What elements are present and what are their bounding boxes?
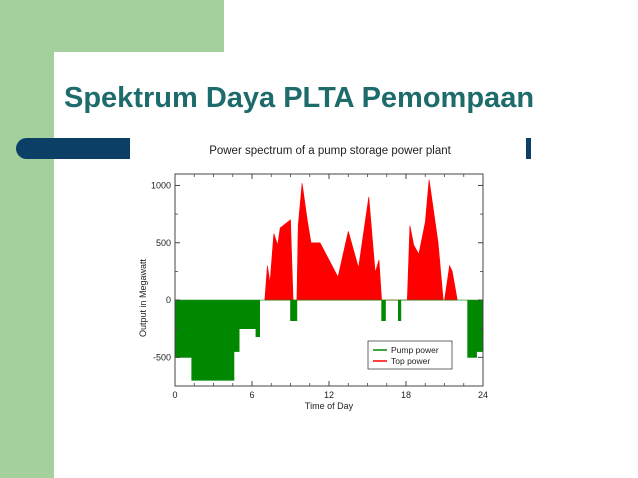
slide-title: Spektrum Daya PLTA Pemompaan bbox=[64, 82, 535, 114]
title-accent-bar bbox=[16, 138, 130, 159]
x-tick-label: 0 bbox=[172, 390, 177, 400]
series-top-power-area bbox=[264, 179, 458, 301]
x-tick-label: 6 bbox=[249, 390, 254, 400]
power-spectrum-chart: Power spectrum of a pump storage power p… bbox=[138, 145, 488, 411]
x-axis-label: Time of Day bbox=[305, 401, 354, 411]
y-tick-label: 1000 bbox=[151, 180, 171, 190]
y-axis-label: Output in Megawatt bbox=[138, 258, 148, 337]
legend-box bbox=[367, 340, 453, 370]
series-pump-power-area bbox=[174, 299, 484, 381]
x-tick-label: 18 bbox=[401, 390, 411, 400]
top-decor-block bbox=[0, 0, 224, 52]
y-tick-label: 500 bbox=[156, 238, 171, 248]
x-tick-label: 12 bbox=[324, 390, 334, 400]
left-decor-strip bbox=[0, 0, 54, 478]
legend-entry: Top power bbox=[391, 356, 430, 366]
y-tick-label: -500 bbox=[153, 352, 171, 362]
title-accent-bar-end bbox=[526, 138, 531, 159]
chart-title: Power spectrum of a pump storage power p… bbox=[209, 145, 451, 157]
y-tick-label: 0 bbox=[166, 295, 171, 305]
x-tick-label: 24 bbox=[478, 390, 488, 400]
legend-entry: Pump power bbox=[391, 345, 439, 355]
